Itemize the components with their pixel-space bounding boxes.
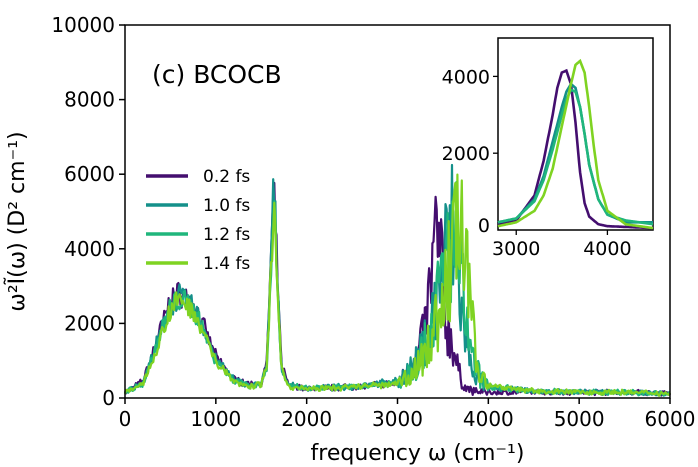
y-tick-label: 6000 bbox=[64, 162, 115, 186]
inset-y-tick-label: 4000 bbox=[442, 66, 490, 88]
inset-axes-group: 3000 4000 2000 4000 0 bbox=[442, 66, 632, 260]
x-tick-label: 5000 bbox=[554, 407, 605, 431]
y-tick-label: 8000 bbox=[64, 88, 115, 112]
y-tick-label: 2000 bbox=[64, 311, 115, 335]
y-tick-label: 0 bbox=[102, 386, 115, 410]
x-tick-label: 1000 bbox=[190, 407, 241, 431]
x-axis-label: frequency ω (cm⁻¹) bbox=[311, 441, 525, 466]
series-line-1-4-fs bbox=[123, 173, 671, 397]
legend-label: 1.4 fs bbox=[203, 254, 250, 274]
legend: 0.2 fs 1.0 fs 1.2 fs 1.4 fs bbox=[146, 167, 250, 274]
inset-series-line-1-4-fs bbox=[497, 58, 654, 230]
y-axis-label: ω²Ĩ(ω) (D² cm⁻¹) bbox=[3, 131, 30, 311]
inset-series-line-1-2-fs bbox=[497, 88, 654, 226]
x-tick-label: 3000 bbox=[372, 407, 423, 431]
legend-label: 1.0 fs bbox=[203, 196, 250, 216]
legend-label: 1.2 fs bbox=[203, 225, 250, 245]
inset-x-tick-label: 3000 bbox=[492, 238, 540, 260]
inset-y-tick-label: 0 bbox=[478, 215, 490, 237]
main-axes-group: 0 1000 2000 3000 4000 5000 6000 0 2000 4000 6000 80… bbox=[51, 13, 695, 431]
panel-label: (c) BCOCB bbox=[152, 60, 282, 89]
inset-x-tick-label: 4000 bbox=[583, 238, 631, 260]
inset-series-group bbox=[497, 58, 654, 230]
x-tick-label: 0 bbox=[119, 407, 132, 431]
y-tick-label: 4000 bbox=[64, 237, 115, 261]
inset-y-tick-label: 2000 bbox=[442, 143, 490, 165]
x-tick-label: 4000 bbox=[463, 407, 514, 431]
main-series-group bbox=[123, 163, 672, 397]
x-tick-label: 6000 bbox=[645, 407, 696, 431]
legend-label: 0.2 fs bbox=[203, 167, 250, 187]
x-tick-label: 2000 bbox=[281, 407, 332, 431]
y-tick-label: 10000 bbox=[51, 13, 115, 37]
